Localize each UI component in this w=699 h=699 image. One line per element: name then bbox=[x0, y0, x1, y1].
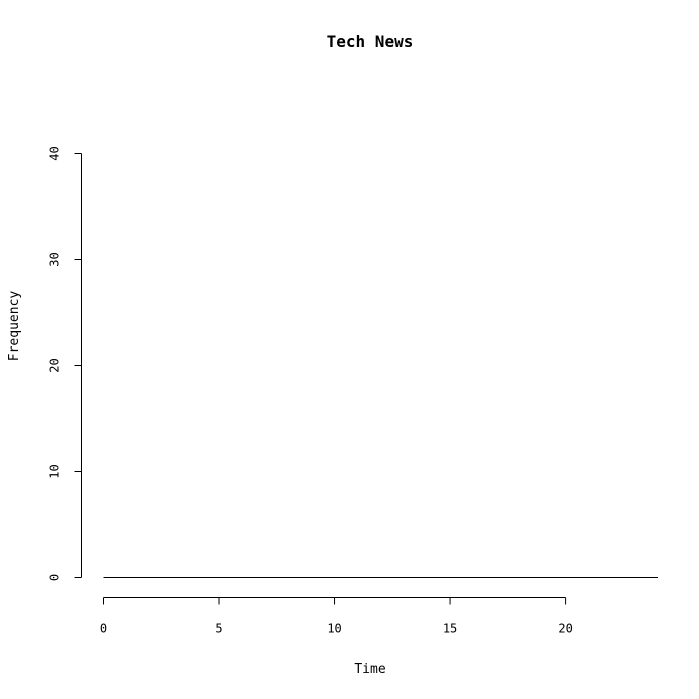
y-tick-label: 10 bbox=[48, 464, 62, 478]
chart-title: Tech News bbox=[327, 32, 414, 51]
x-tick-label: 15 bbox=[443, 622, 457, 636]
y-axis: 0 10 20 30 40 bbox=[48, 146, 82, 581]
y-axis-label: Frequency bbox=[7, 291, 22, 362]
x-tick-label: 20 bbox=[558, 622, 572, 636]
x-axis: 0 5 10 15 20 bbox=[100, 597, 573, 636]
y-tick-label: 30 bbox=[48, 252, 62, 266]
x-tick-label: 5 bbox=[215, 622, 222, 636]
x-axis-label: Time bbox=[354, 662, 385, 677]
y-tick-label: 20 bbox=[48, 358, 62, 372]
x-tick-label: 0 bbox=[100, 622, 107, 636]
y-tick-label: 0 bbox=[48, 574, 62, 581]
x-tick-label: 10 bbox=[327, 622, 341, 636]
y-tick-label: 40 bbox=[48, 146, 62, 160]
